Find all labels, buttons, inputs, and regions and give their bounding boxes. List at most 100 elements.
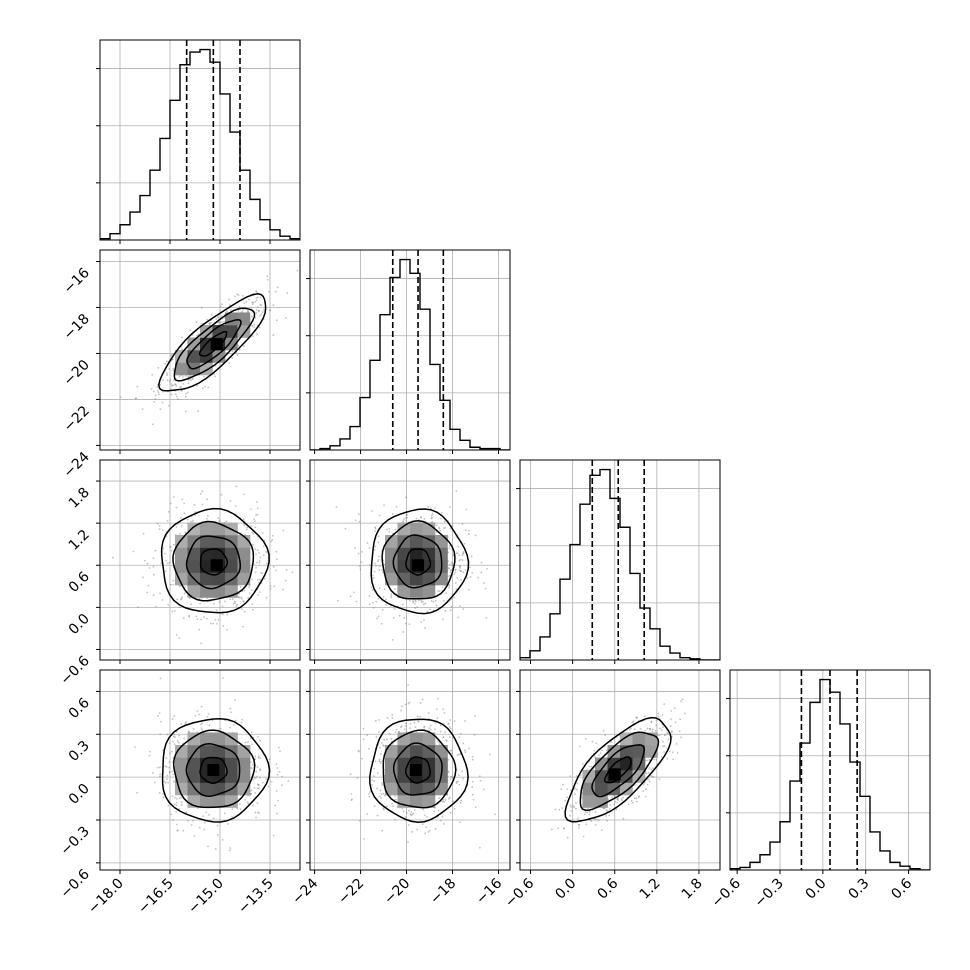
- scatter-point: [168, 742, 171, 745]
- scatter-point: [448, 736, 451, 738]
- scatter-point: [448, 567, 450, 570]
- scatter-point: [408, 701, 411, 704]
- scatter-point: [613, 803, 616, 806]
- scatter-point: [167, 804, 170, 807]
- scatter-point: [453, 807, 456, 810]
- scatter-point: [415, 517, 418, 520]
- scatter-point: [178, 606, 181, 609]
- x-tick-label: −24: [289, 875, 321, 907]
- scatter-point: [441, 618, 444, 621]
- scatter-point: [287, 780, 290, 782]
- scatter-point: [449, 609, 452, 612]
- scatter-point: [193, 503, 196, 506]
- scatter-point: [152, 390, 155, 393]
- scatter-point: [171, 770, 173, 773]
- scatter-point: [402, 810, 405, 813]
- scatter-point: [357, 552, 360, 555]
- scatter-point: [185, 392, 187, 395]
- scatter-point: [254, 520, 256, 523]
- scatter-point: [180, 803, 183, 806]
- scatter-point: [168, 404, 170, 407]
- scatter-point: [187, 382, 190, 385]
- scatter-point: [671, 730, 673, 732]
- scatter-point: [337, 599, 339, 602]
- x-tick-label: −0.3: [751, 876, 786, 911]
- contour-line: [199, 756, 228, 785]
- scatter-point: [650, 768, 653, 771]
- scatter-point: [189, 379, 192, 382]
- contour-line: [172, 729, 256, 809]
- scatter-point: [388, 732, 391, 735]
- scatter-point: [193, 834, 196, 837]
- scatter-point: [166, 778, 168, 780]
- scatter-point: [172, 543, 175, 546]
- scatter-point: [159, 677, 162, 680]
- scatter-point: [259, 769, 262, 772]
- scatter-point: [245, 301, 248, 303]
- panel-2-1: [306, 459, 511, 664]
- scatter-point: [392, 616, 395, 619]
- scatter-point: [195, 334, 198, 337]
- scatter-point: [266, 275, 269, 278]
- density-cell: [410, 547, 423, 561]
- scatter-point: [381, 569, 383, 571]
- scatter-point: [250, 767, 253, 770]
- scatter-point: [378, 795, 381, 798]
- scatter-point: [349, 595, 352, 598]
- scatter-point: [184, 722, 187, 725]
- scatter-point: [255, 566, 257, 569]
- scatter-point: [377, 541, 380, 544]
- scatter-point: [376, 787, 379, 790]
- scatter-point: [134, 746, 136, 749]
- scatter-point: [459, 732, 462, 735]
- scatter-point: [181, 389, 183, 392]
- scatter-point: [187, 376, 190, 378]
- scatter-point: [648, 727, 651, 730]
- density-cell: [595, 757, 608, 771]
- scatter-point: [373, 805, 376, 808]
- y-tick-label: 0.3: [66, 738, 93, 765]
- scatter-point: [256, 513, 259, 516]
- scatter-point: [251, 603, 254, 605]
- scatter-point: [207, 845, 209, 848]
- scatter-point: [471, 780, 474, 783]
- scatter-point: [200, 322, 203, 325]
- scatter-point: [642, 790, 645, 792]
- scatter-point: [374, 760, 377, 763]
- scatter-point: [184, 531, 187, 534]
- scatter-point: [406, 516, 409, 519]
- scatter-point: [394, 588, 396, 590]
- scatter-point: [255, 553, 257, 556]
- scatter-point: [177, 741, 180, 744]
- scatter-point: [455, 588, 458, 590]
- scatter-point: [448, 586, 451, 589]
- scatter-point: [267, 785, 270, 788]
- scatter-point: [420, 601, 423, 604]
- scatter-point: [422, 600, 424, 603]
- density-peak: [210, 559, 223, 572]
- scatter-point: [368, 547, 371, 549]
- scatter-point: [602, 729, 605, 732]
- scatter-point: [379, 752, 382, 755]
- scatter-point: [134, 397, 137, 400]
- scatter-point: [368, 595, 371, 597]
- scatter-point: [447, 722, 450, 725]
- scatter-point: [451, 564, 454, 567]
- scatter-point: [478, 775, 481, 778]
- scatter-point: [237, 310, 240, 312]
- scatter-point: [379, 797, 382, 799]
- scatter-point: [448, 545, 451, 547]
- scatter-point: [157, 366, 160, 369]
- scatter-point: [228, 304, 231, 306]
- scatter-point: [252, 532, 255, 535]
- scatter-point: [466, 577, 469, 580]
- scatter-point: [258, 314, 261, 317]
- scatter-point: [380, 742, 383, 744]
- scatter-point: [471, 755, 474, 758]
- scatter-point: [235, 605, 238, 607]
- scatter-point: [453, 596, 456, 599]
- scatter-point: [188, 614, 191, 617]
- scatter-point: [461, 770, 464, 773]
- scatter-point: [175, 798, 178, 800]
- scatter-point: [405, 514, 408, 517]
